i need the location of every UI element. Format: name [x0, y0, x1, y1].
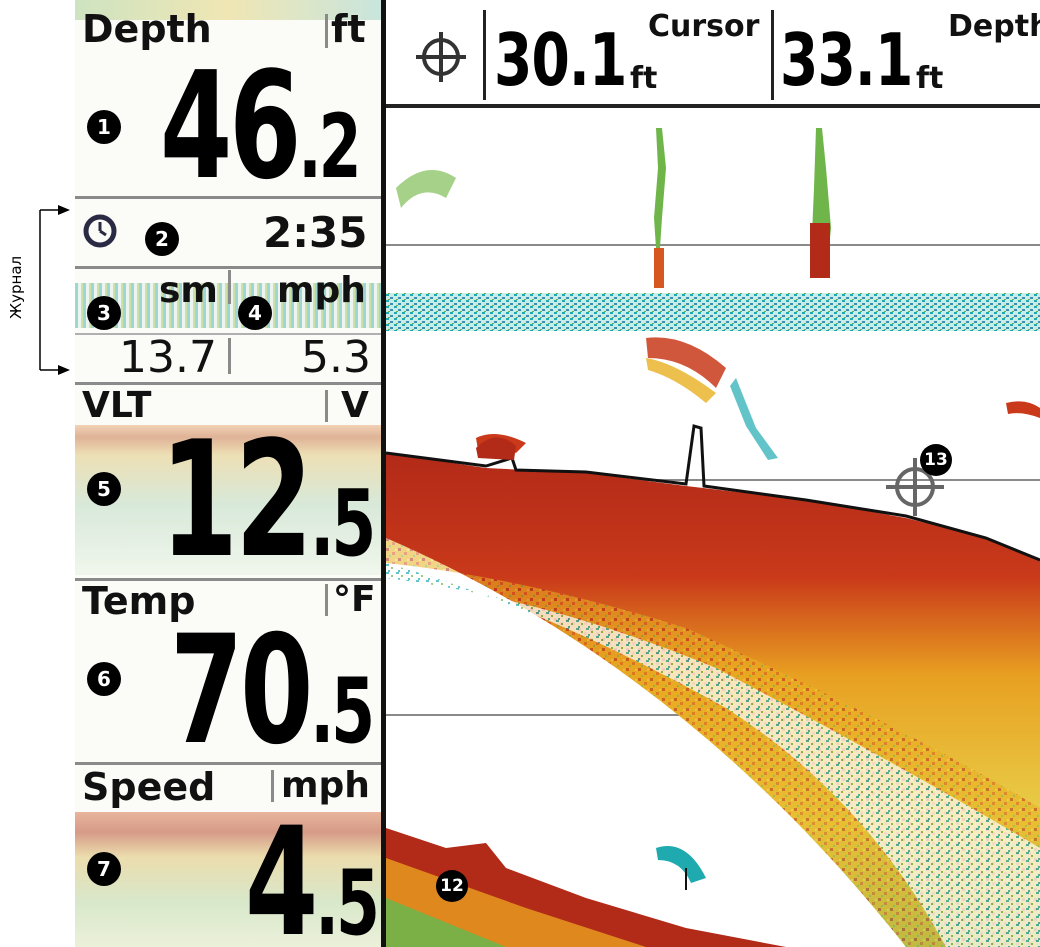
voltage-value-int: 12 — [160, 406, 313, 593]
depth-value: 46.2 — [160, 52, 362, 200]
badge-6: 6 — [87, 662, 121, 696]
bottom-depth-label: Depth — [948, 9, 1040, 44]
cursor-depth-value: 30.1 — [494, 18, 627, 102]
panel-texture-top — [75, 0, 381, 20]
speed-unit: mph — [281, 765, 370, 806]
log-bracket-icon — [39, 205, 70, 375]
trip-distance-unit: sm — [159, 270, 218, 311]
speed-label: Speed — [82, 765, 216, 809]
voltage-value-dec: .5 — [310, 470, 376, 577]
speed-value-int: 4 — [245, 796, 318, 947]
divider-1 — [75, 196, 381, 199]
trip-distance-value: 13.7 — [119, 332, 217, 383]
speed-value-dec: .5 — [315, 851, 380, 947]
bottom-depth-value: 33.1 — [780, 18, 913, 102]
badge-2: 2 — [145, 222, 179, 256]
log-annotation: Журнал — [0, 200, 75, 380]
timer-value: 2:35 — [263, 208, 368, 257]
voltage-unit: V — [341, 385, 369, 426]
temp-label: Temp — [82, 579, 196, 623]
cursor-depth-unit: ft — [630, 61, 658, 96]
trip-unit-divider — [228, 270, 231, 304]
badge-12: 12 — [436, 870, 468, 902]
top-bar: 30.1 ft Cursor 33.1 ft Depth — [386, 0, 1040, 108]
divider-2 — [75, 266, 381, 269]
panel-texture-speed — [75, 812, 381, 947]
trip-value-divider — [228, 338, 231, 374]
depth-label: Depth — [82, 7, 212, 51]
temp-value: 70.5 — [170, 616, 375, 766]
temp-value-int: 70 — [170, 604, 313, 778]
badge-1: 1 — [87, 110, 121, 144]
crosshair-icon[interactable] — [414, 30, 468, 84]
log-label: Журнал — [7, 255, 25, 319]
temp-unit: °F — [333, 579, 376, 620]
sonar-cursor-crosshair-icon[interactable] — [884, 456, 946, 518]
badge-5: 5 — [87, 472, 121, 506]
speed-value: 4.5 — [245, 808, 380, 947]
topbar-divider-1 — [483, 10, 486, 100]
depth-unit-divider — [325, 14, 328, 48]
clock-icon — [83, 214, 117, 248]
panel-texture-vlt — [75, 425, 381, 575]
temp-unit-divider — [325, 584, 328, 616]
panel-separator — [381, 0, 386, 947]
sonar-graph — [386, 128, 1040, 947]
badge-4: 4 — [238, 296, 272, 330]
divider-4 — [75, 382, 381, 385]
trip-speed-unit: mph — [277, 270, 366, 311]
trip-speed-value: 5.3 — [301, 332, 371, 383]
cursor-label: Cursor — [648, 9, 760, 44]
divider-3 — [75, 333, 381, 335]
temp-value-dec: .5 — [310, 659, 375, 764]
bottom-depth-unit: ft — [916, 61, 944, 96]
divider-5 — [75, 578, 381, 581]
badge-7: 7 — [87, 852, 121, 886]
divider-6 — [75, 762, 381, 765]
sonar-view[interactable]: 13 12 — [386, 108, 1040, 947]
topbar-divider-2 — [771, 10, 774, 100]
badge-3: 3 — [87, 296, 121, 330]
depth-unit: ft — [331, 7, 366, 51]
voltage-value: 12.5 — [160, 420, 376, 580]
badge-13: 13 — [920, 444, 952, 476]
speed-unit-divider — [271, 770, 274, 802]
depth-value-dec: .2 — [298, 95, 361, 198]
voltage-unit-divider — [325, 390, 328, 422]
voltage-label: VLT — [82, 385, 152, 426]
depth-value-int: 46 — [160, 40, 301, 212]
digits-panel: Depth ft 1 46.2 2 2:35 sm mph 3 4 13.7 5… — [75, 0, 381, 947]
